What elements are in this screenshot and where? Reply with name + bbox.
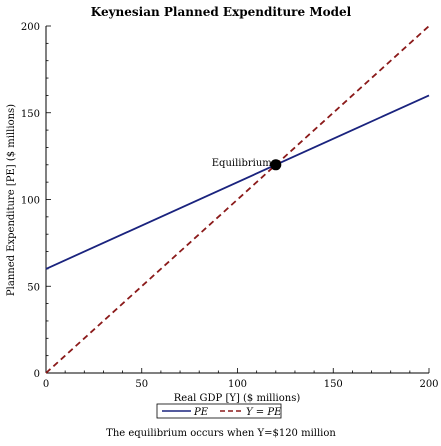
y-axis-label: Planned Expenditure [PE] ($ millions) (6, 104, 17, 296)
legend-label-y-equals-pe: Y = PE (246, 407, 282, 418)
x-axis-label: Real GDP [Y] ($ millions) (174, 393, 301, 404)
x-tick-label: 150 (324, 379, 343, 390)
ticks: 0 50 100 150 200 0 50 100 150 200 (21, 22, 439, 390)
y-tick-label: 150 (21, 109, 40, 120)
legend-label-pe: PE (193, 407, 209, 418)
x-tick-label: 100 (228, 379, 247, 390)
series-line-y-equals-pe (45, 25, 430, 374)
legend-box (156, 403, 282, 419)
y-tick-label: 50 (27, 282, 40, 293)
y-tick-label: 200 (21, 22, 40, 33)
y-tick-label: 0 (34, 369, 40, 380)
x-tick-label: 200 (419, 379, 438, 390)
x-tick-label: 50 (135, 379, 148, 390)
equilibrium-label: Equilibrium (212, 158, 273, 169)
x-tick-label: 0 (43, 379, 49, 390)
legend: PE Y = PE (156, 403, 282, 419)
caption: The equilibrium occurs when Y=$120 milli… (106, 428, 336, 439)
equilibrium-point (270, 159, 282, 171)
chart-title: Keynesian Planned Expenditure Model (91, 5, 352, 19)
series-line-pe (45, 94, 430, 270)
axes (45, 26, 429, 374)
y-tick-label: 100 (21, 196, 40, 207)
series-layer (45, 25, 430, 374)
